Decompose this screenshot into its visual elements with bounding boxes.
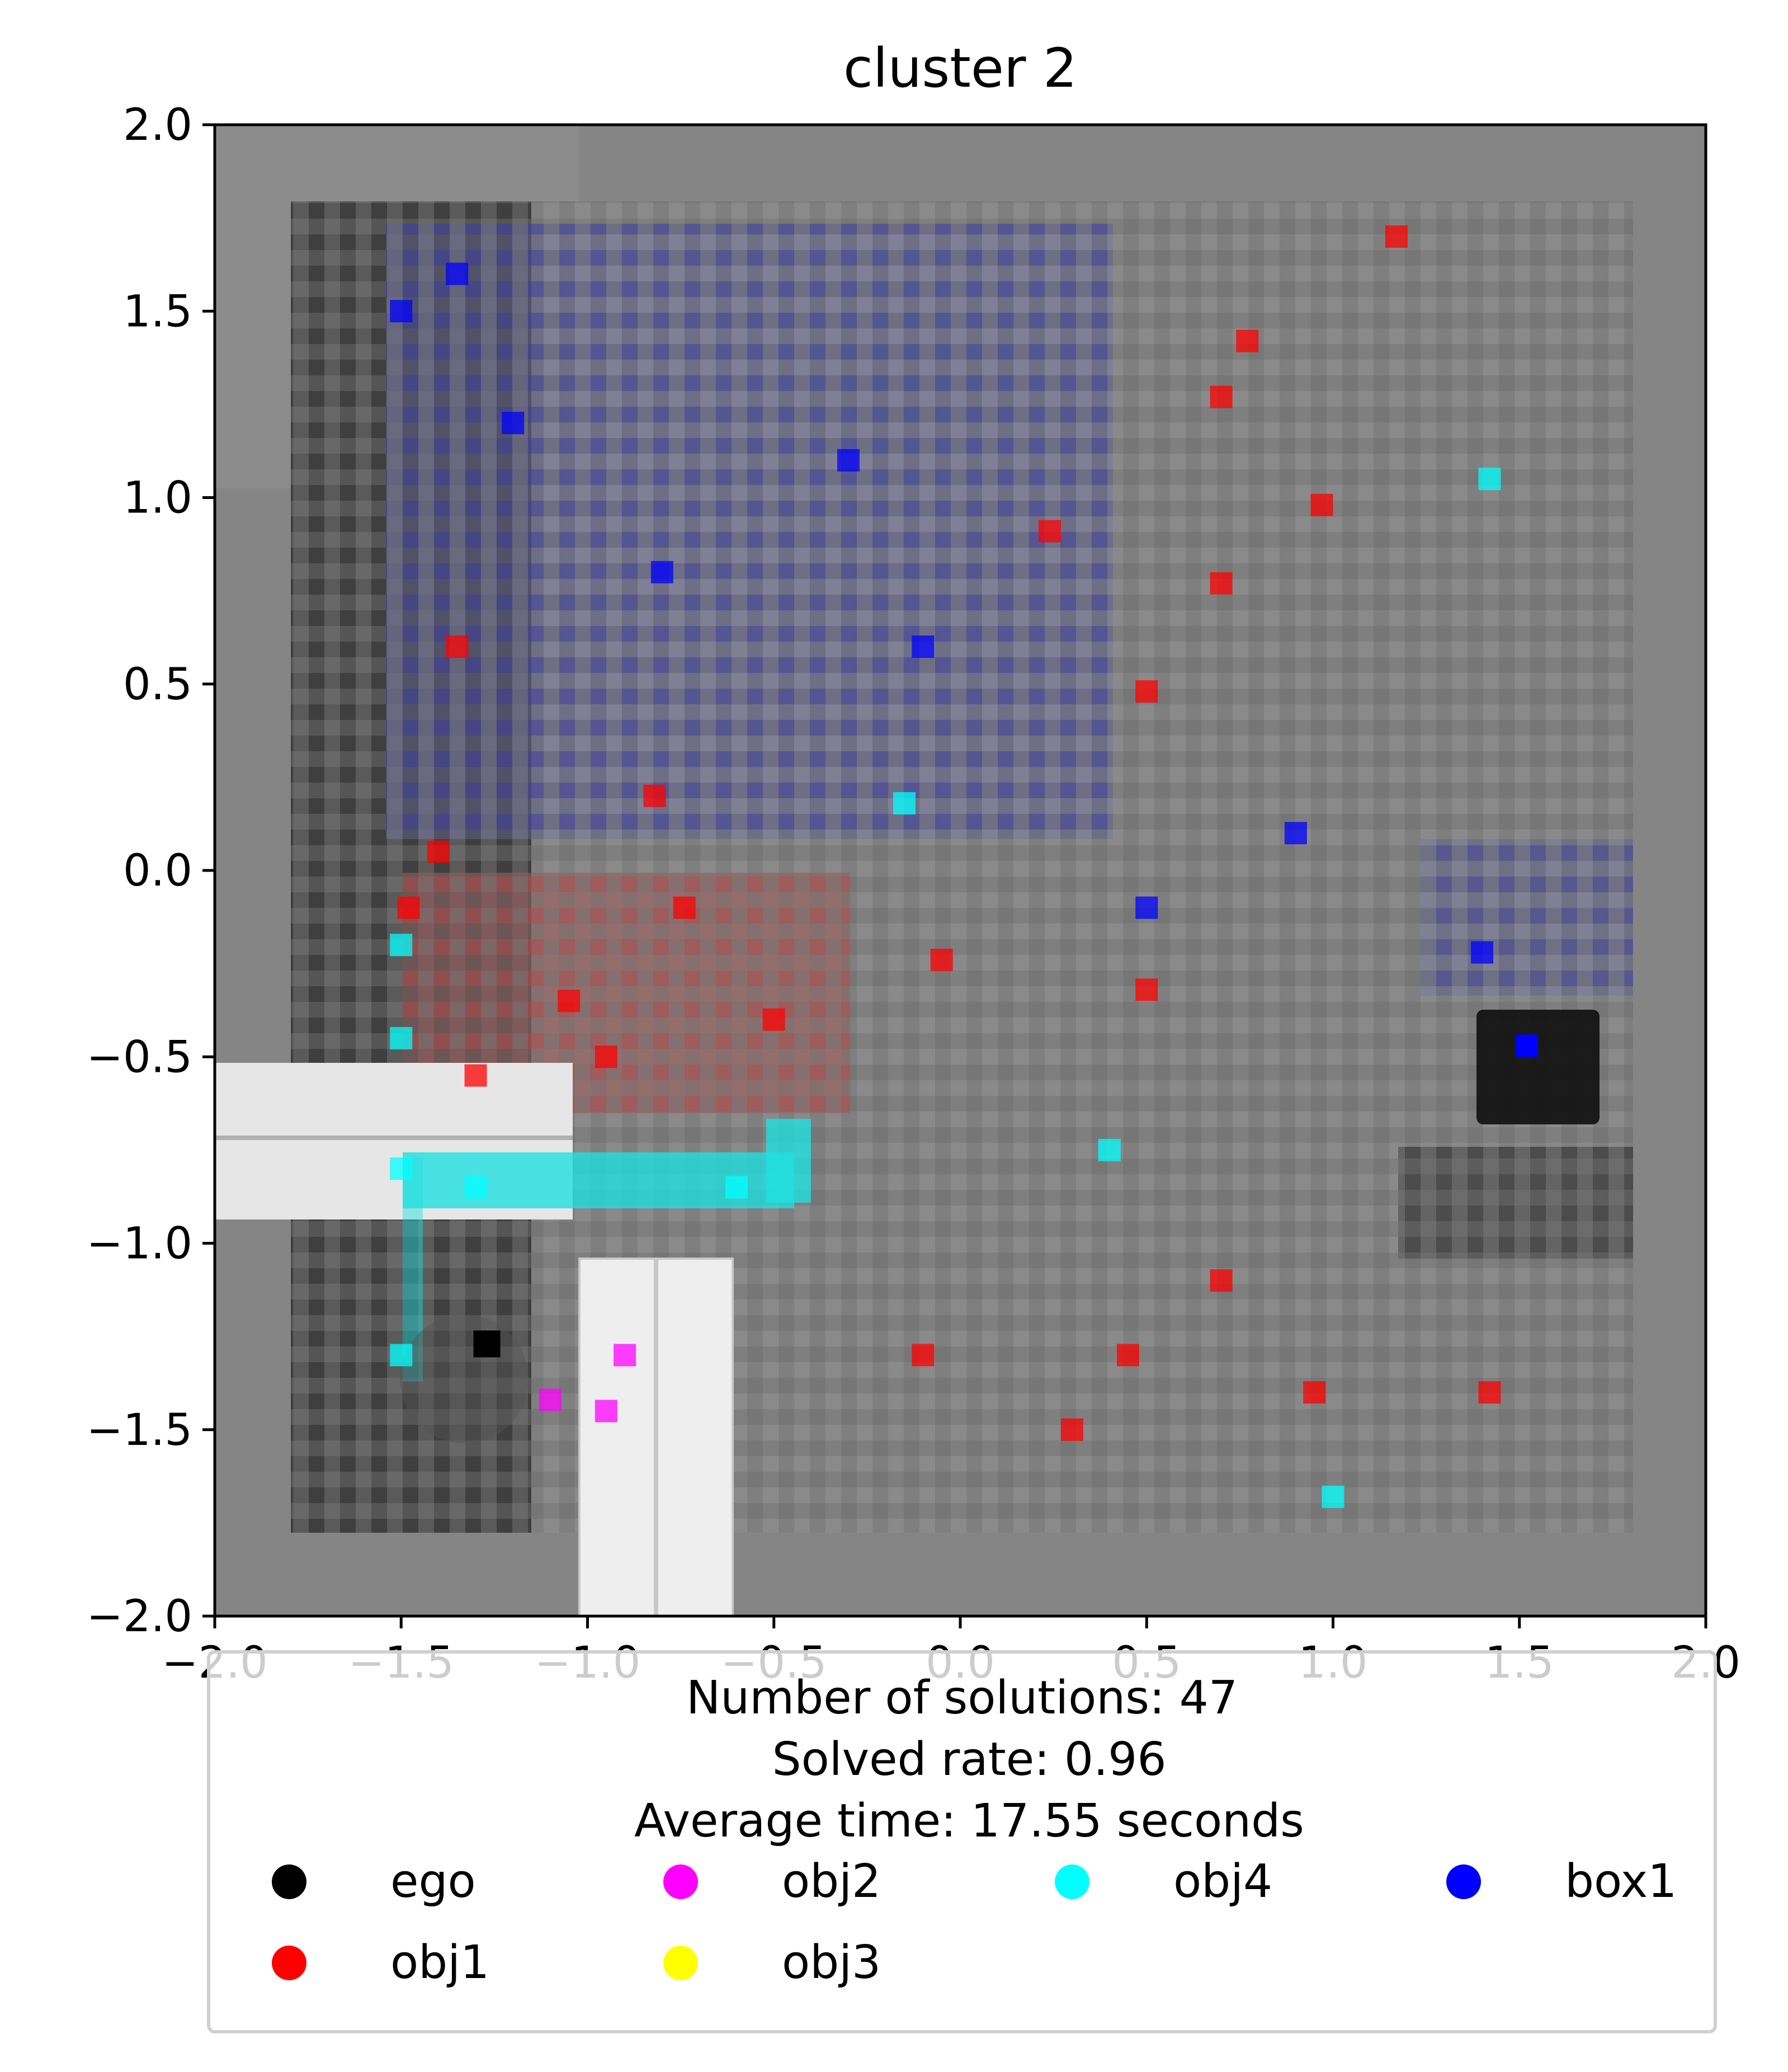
- obj1-point: [1061, 1419, 1083, 1441]
- obj1-point: [1303, 1381, 1325, 1404]
- obj1-point: [398, 897, 420, 919]
- legend-entry-box1: box1: [1446, 1855, 1677, 1908]
- box1-point: [912, 635, 934, 658]
- box1-point: [1516, 1034, 1538, 1057]
- legend-title-line-1: Number of solutions: 47: [210, 1668, 1714, 1729]
- box1-point: [1285, 822, 1307, 844]
- legend-label: ego: [390, 1855, 476, 1908]
- y-tick-label: 2.0: [123, 100, 192, 150]
- obj1-point: [1039, 520, 1061, 542]
- y-tick-label: −1.0: [87, 1219, 192, 1269]
- obj1-point: [763, 1009, 785, 1031]
- box1-point: [446, 263, 468, 285]
- obj1-point: [427, 841, 450, 863]
- obj1-point: [643, 785, 666, 807]
- legend-title-line-3: Average time: 17.55 seconds: [210, 1791, 1714, 1852]
- box1-point: [390, 300, 412, 322]
- y-tick-label: −0.5: [87, 1032, 192, 1082]
- box1-point: [1135, 897, 1158, 919]
- legend: Number of solutions: 47 Solved rate: 0.9…: [207, 1650, 1717, 2033]
- legend-label: obj1: [390, 1936, 489, 1989]
- obj1-point: [595, 1046, 617, 1068]
- y-tick-label: 1.0: [123, 473, 192, 524]
- obj1-point: [1135, 978, 1158, 1001]
- chart-title: cluster 2: [843, 37, 1077, 100]
- obj4-point: [893, 792, 916, 814]
- obj4-point: [390, 1157, 412, 1180]
- obj1-point: [1385, 225, 1408, 248]
- obj4-point: [1478, 468, 1501, 490]
- obj1-point: [465, 1065, 487, 1087]
- legend-marker: [663, 1946, 698, 1980]
- obj1-point: [558, 990, 580, 1012]
- obj4-point: [465, 1176, 487, 1199]
- ego-point: [474, 1330, 501, 1357]
- y-tick-label: −2.0: [87, 1591, 192, 1642]
- obj2-point: [539, 1388, 562, 1411]
- legend-label: obj3: [782, 1936, 881, 1989]
- legend-label: obj4: [1173, 1855, 1272, 1908]
- box1-point: [651, 561, 673, 583]
- obj4-point: [1098, 1139, 1121, 1161]
- obj1-point: [1210, 1269, 1233, 1292]
- obj4-point: [725, 1176, 748, 1199]
- legend-entry-obj3: obj3: [663, 1936, 881, 1989]
- obj4-point: [1322, 1486, 1344, 1508]
- legend-marker: [272, 1946, 306, 1980]
- y-tick-label: 1.5: [123, 286, 192, 337]
- y-tick-label: 0.5: [123, 660, 192, 710]
- obj4-point: [390, 934, 412, 956]
- box1-point: [1471, 941, 1493, 964]
- obj1-point: [1478, 1381, 1501, 1404]
- legend-title-line-2: Solved rate: 0.96: [210, 1729, 1714, 1791]
- obj1-point: [673, 897, 696, 919]
- obj1-point: [446, 635, 468, 658]
- legend-entry-obj1: obj1: [272, 1936, 489, 1989]
- obj1-point: [1135, 680, 1158, 703]
- obj1-point: [931, 949, 953, 971]
- box1-point: [837, 449, 860, 472]
- legend-marker: [1446, 1864, 1481, 1899]
- legend-label: box1: [1565, 1855, 1677, 1908]
- legend-entry-obj2: obj2: [663, 1855, 881, 1908]
- legend-entry-obj4: obj4: [1055, 1855, 1272, 1908]
- obj1-point: [1117, 1344, 1139, 1366]
- legend-marker: [1055, 1864, 1089, 1899]
- legend-label: obj2: [782, 1855, 881, 1908]
- legend-marker: [663, 1864, 698, 1899]
- y-tick-label: −1.5: [87, 1405, 192, 1456]
- box1-point: [502, 412, 524, 434]
- obj1-point: [1210, 572, 1233, 595]
- obj2-point: [614, 1344, 636, 1366]
- obj1-point: [1311, 494, 1333, 516]
- obj2-point: [595, 1400, 617, 1422]
- obj4-point: [390, 1027, 412, 1049]
- legend-title: Number of solutions: 47 Solved rate: 0.9…: [210, 1668, 1714, 1852]
- legend-marker: [272, 1864, 306, 1899]
- obj4-point: [390, 1344, 412, 1366]
- y-tick-label: 0.0: [123, 846, 192, 896]
- obj1-point: [1236, 330, 1258, 352]
- legend-entry-ego: ego: [272, 1855, 476, 1908]
- obj1-point: [912, 1344, 934, 1366]
- obj1-point: [1210, 386, 1233, 408]
